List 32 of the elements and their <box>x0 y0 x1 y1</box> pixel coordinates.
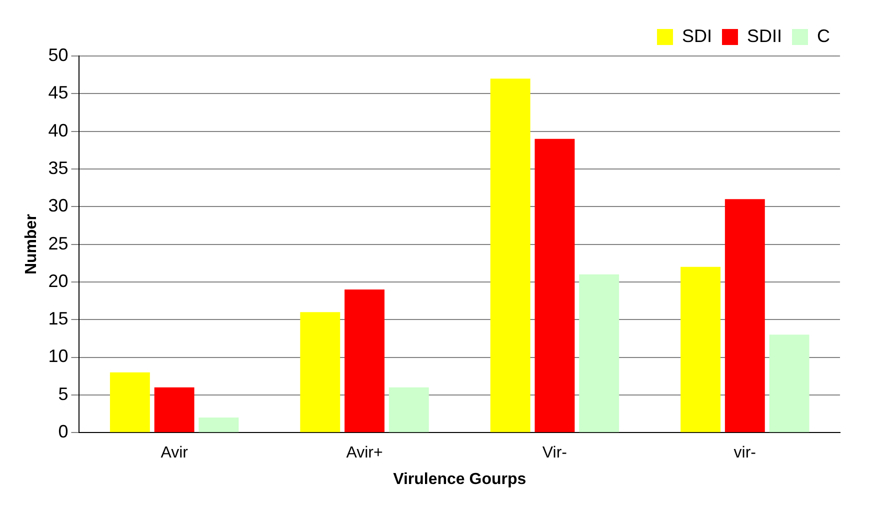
y-axis-title: Number <box>23 214 40 275</box>
bar <box>724 199 765 432</box>
x-tick-label: Avir <box>160 444 189 462</box>
y-tick-label: 10 <box>48 346 68 366</box>
legend-label: SDII <box>746 26 782 46</box>
bar <box>110 372 150 432</box>
legend-label: SDI <box>682 26 712 46</box>
bar <box>300 312 340 432</box>
y-tick-label: 50 <box>48 44 68 65</box>
bar <box>388 387 429 432</box>
legend-label: C <box>817 26 830 46</box>
bar <box>490 78 530 432</box>
bar <box>534 138 575 432</box>
bar <box>198 418 239 432</box>
bar <box>154 387 194 432</box>
y-tick-label: 40 <box>48 120 68 140</box>
y-tick-label: 30 <box>48 196 68 216</box>
y-tick-label: 0 <box>58 422 68 442</box>
bar <box>344 289 384 432</box>
y-tick-label: 25 <box>48 233 68 254</box>
x-axis-title: Virulence Gourps <box>393 470 526 488</box>
y-tick-label: 35 <box>48 158 68 178</box>
bar <box>769 334 810 432</box>
x-tick-label: Avir+ <box>346 444 383 462</box>
bar <box>680 266 720 432</box>
y-tick-label: 20 <box>48 270 68 291</box>
y-tick-label: 15 <box>48 308 68 329</box>
y-tick-label: 5 <box>58 384 68 404</box>
x-tick-label: Vir- <box>542 444 568 462</box>
x-tick-label: vir- <box>734 444 756 462</box>
y-tick-label: 45 <box>48 82 68 103</box>
bar <box>579 274 620 432</box>
